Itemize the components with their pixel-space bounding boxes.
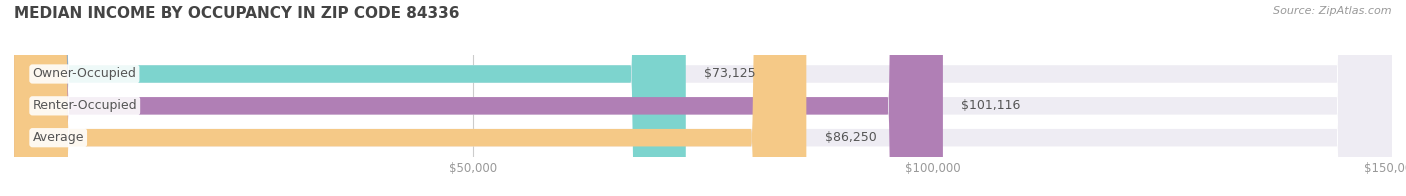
- Text: $86,250: $86,250: [825, 131, 876, 144]
- FancyBboxPatch shape: [14, 0, 807, 196]
- FancyBboxPatch shape: [14, 0, 943, 196]
- FancyBboxPatch shape: [14, 0, 686, 196]
- Text: $73,125: $73,125: [704, 67, 756, 81]
- FancyBboxPatch shape: [14, 0, 1392, 196]
- Text: MEDIAN INCOME BY OCCUPANCY IN ZIP CODE 84336: MEDIAN INCOME BY OCCUPANCY IN ZIP CODE 8…: [14, 6, 460, 21]
- FancyBboxPatch shape: [14, 0, 1392, 196]
- Text: Average: Average: [32, 131, 84, 144]
- Text: $101,116: $101,116: [962, 99, 1021, 112]
- Text: Owner-Occupied: Owner-Occupied: [32, 67, 136, 81]
- Text: Source: ZipAtlas.com: Source: ZipAtlas.com: [1274, 6, 1392, 16]
- FancyBboxPatch shape: [14, 0, 1392, 196]
- Text: Renter-Occupied: Renter-Occupied: [32, 99, 136, 112]
